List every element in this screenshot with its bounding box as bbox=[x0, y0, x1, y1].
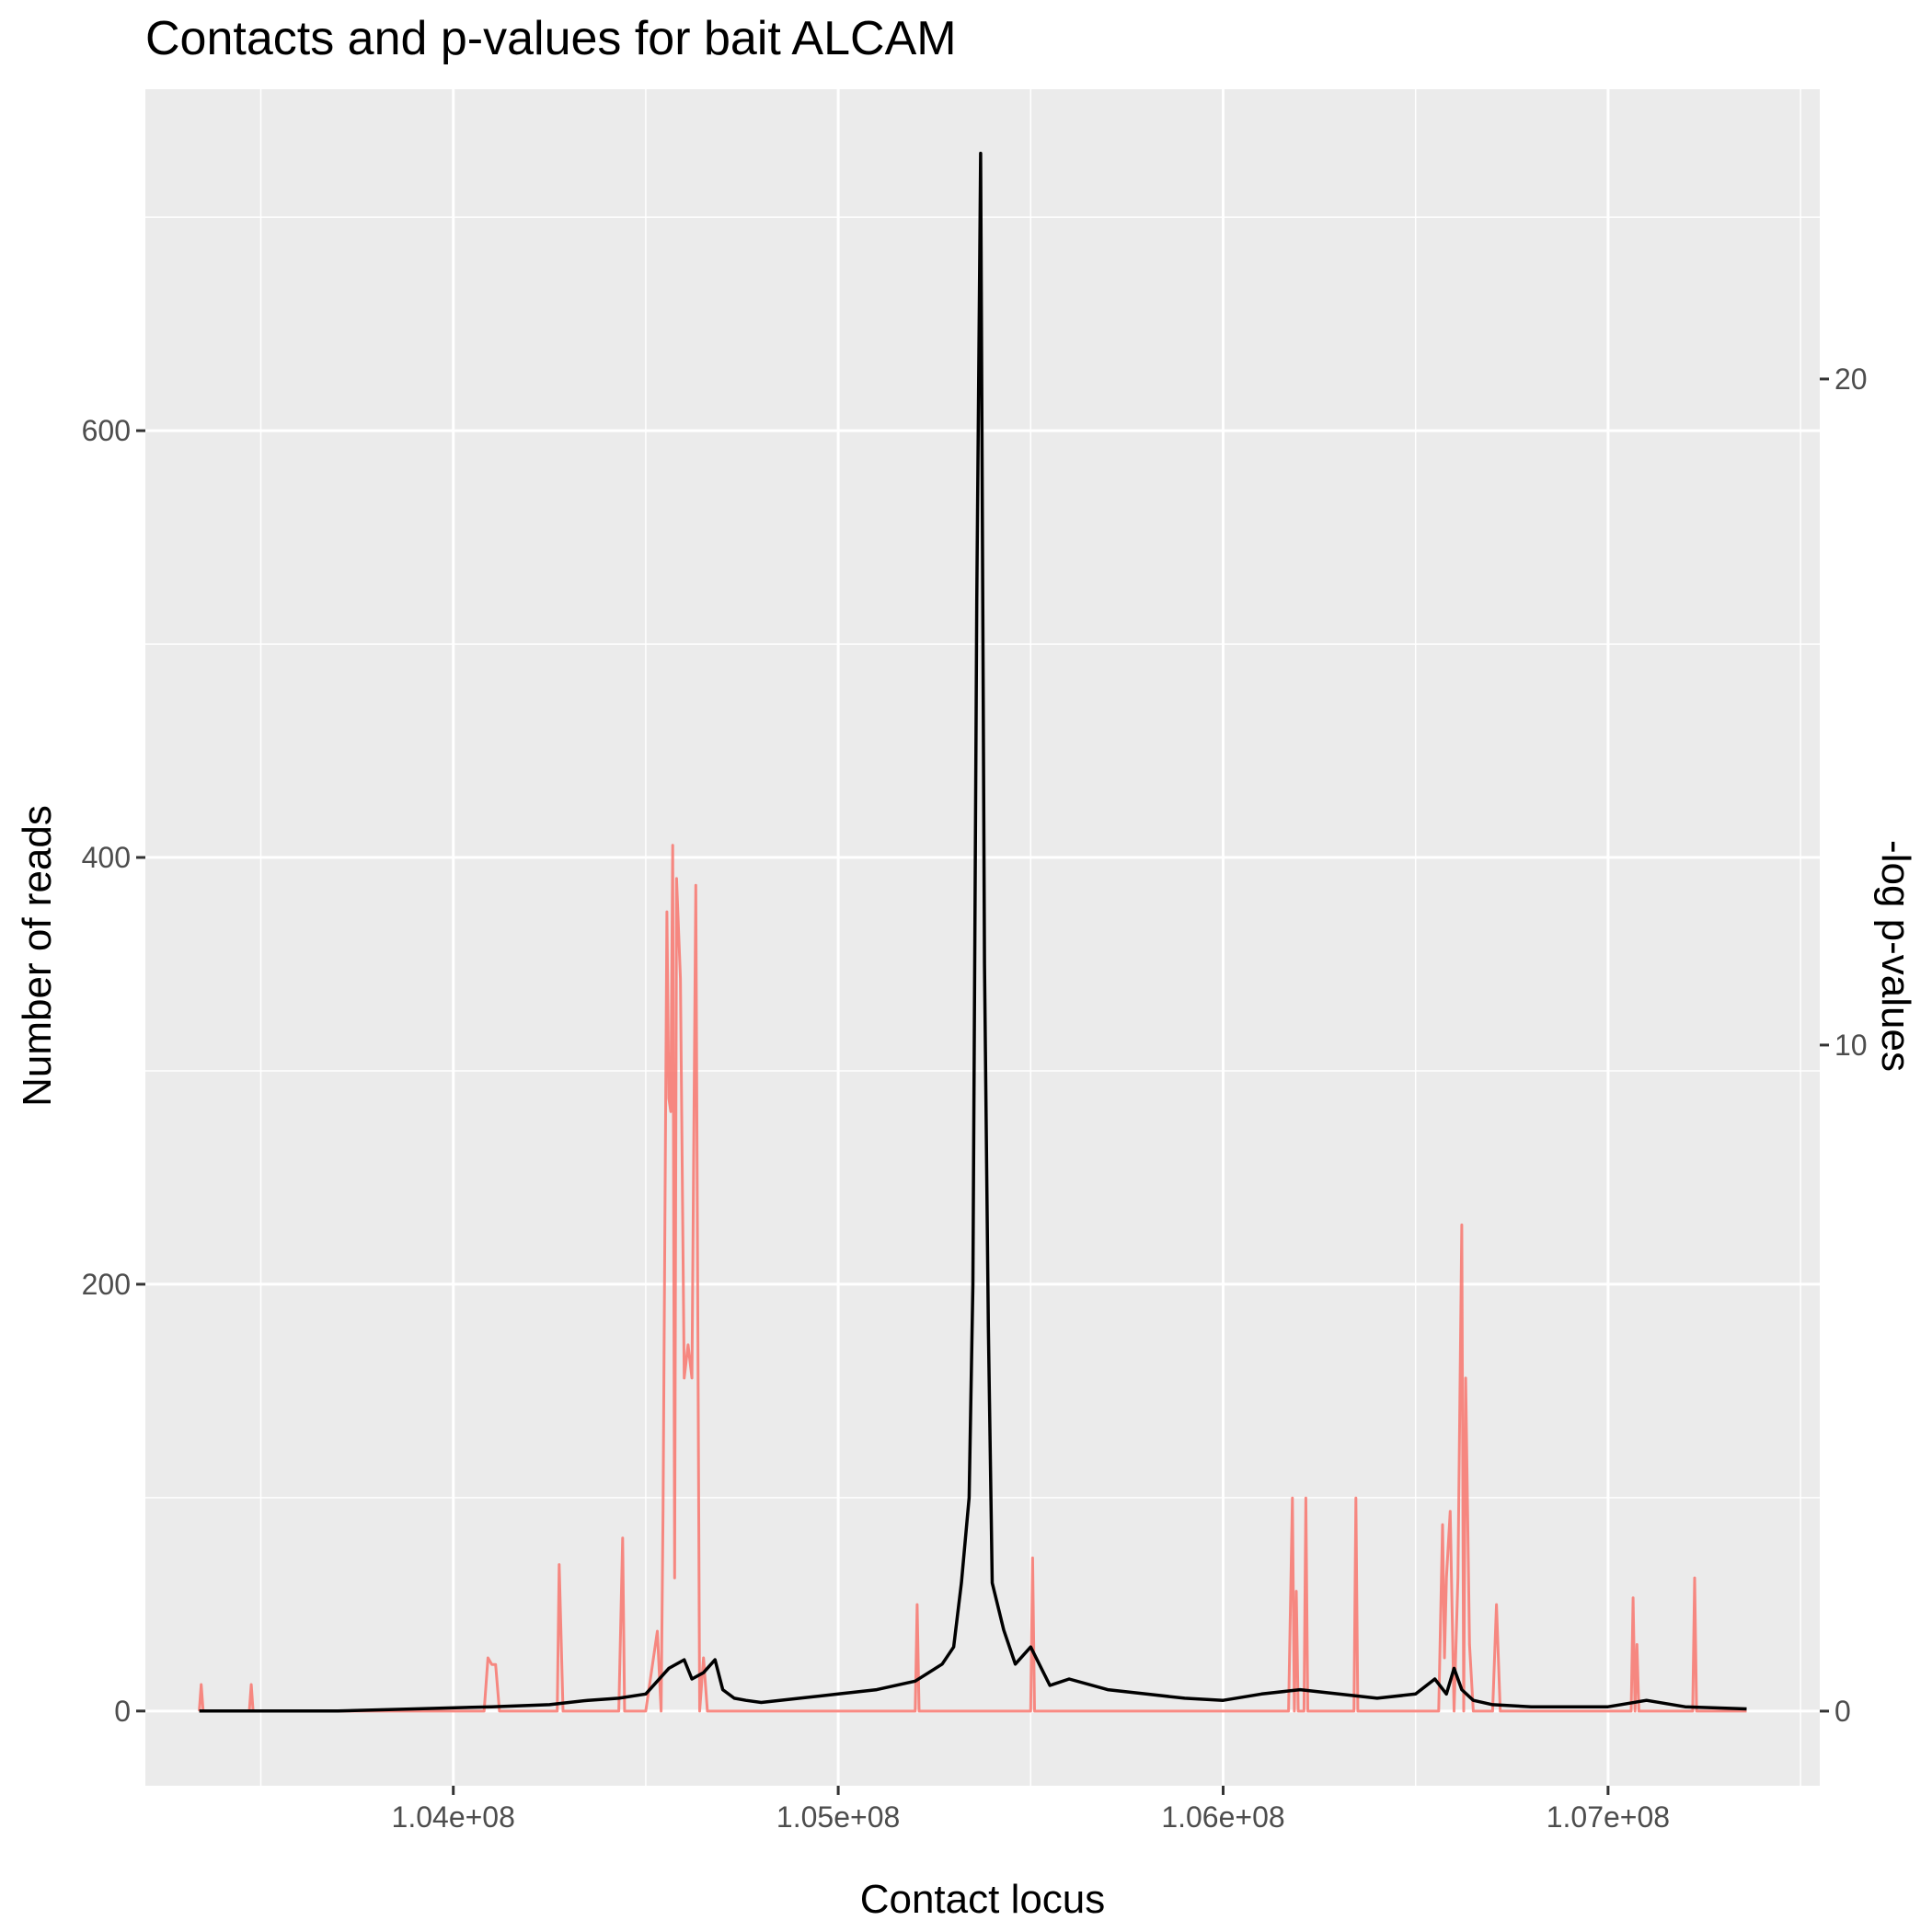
y-tick-label: 200 bbox=[82, 1268, 131, 1301]
chart-title: Contacts and p-values for bait ALCAM bbox=[145, 12, 957, 65]
y-axis-title: Number of reads bbox=[15, 805, 60, 1107]
left-axis: 0 200 400 600 bbox=[82, 414, 145, 1728]
x-axis-title: Contact locus bbox=[860, 1877, 1106, 1922]
y2-axis-title: -log p-values bbox=[1873, 840, 1918, 1072]
y-tick-label: 600 bbox=[82, 414, 131, 447]
x-tick-label: 1.05e+08 bbox=[776, 1800, 900, 1834]
minor-gridlines bbox=[145, 89, 1820, 1786]
x-tick-label: 1.04e+08 bbox=[392, 1800, 515, 1834]
x-tick-label: 1.06e+08 bbox=[1161, 1800, 1284, 1834]
y2-tick-label: 0 bbox=[1834, 1695, 1851, 1728]
y-tick-label: 0 bbox=[114, 1695, 131, 1728]
contacts-series-line bbox=[199, 151, 1747, 1713]
y2-tick-label: 20 bbox=[1834, 362, 1868, 396]
x-tick-label: 1.07e+08 bbox=[1547, 1800, 1670, 1834]
series-layer bbox=[198, 151, 1747, 1713]
y-tick-label: 400 bbox=[82, 841, 131, 874]
right-axis: 0 10 20 bbox=[1820, 362, 1868, 1728]
y2-tick-label: 10 bbox=[1834, 1029, 1868, 1062]
pvalue-series-line bbox=[198, 844, 1747, 1713]
bottom-axis: 1.04e+08 1.05e+08 1.06e+08 1.07e+08 bbox=[392, 1786, 1670, 1834]
